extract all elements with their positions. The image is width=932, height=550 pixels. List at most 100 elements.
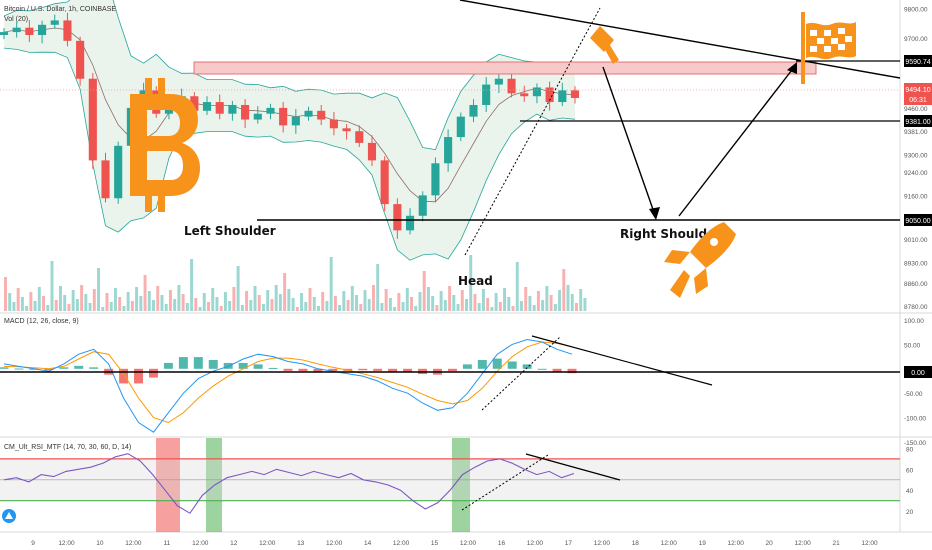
price-tick-label: 9300.00 [904,153,928,160]
volume-bar [393,307,397,311]
volume-title[interactable]: Vol (20) [4,16,28,23]
volume-bar [541,300,545,311]
tradingview-logo-icon[interactable] [2,509,16,523]
rsi-tick-label: 20 [906,509,914,516]
macd-histogram-bar [74,365,84,369]
volume-bar [63,295,67,311]
macd-histogram-bar [522,364,532,369]
volume-bar [363,290,367,311]
volume-bar [418,292,422,311]
time-tick-label: 12:00 [460,540,477,547]
dotted-uptrend-line[interactable] [464,7,601,256]
volume-bar [202,293,206,311]
candle-body [291,116,300,126]
descending-trendline[interactable] [459,0,901,79]
macd-title[interactable]: MACD (12, 26, close, 9) [4,318,79,325]
volume-bar [456,304,460,311]
hammer-icon [590,26,619,64]
macd-histogram-bar [178,357,188,369]
price-axis[interactable]: 9800.009700.009620.009540.009460.009381.… [904,7,928,311]
macd-histogram-bar [14,368,24,370]
volume-bar [143,275,147,311]
symbol-title[interactable]: Bitcoin / U.S. Dollar, 1h, COINBASE [4,6,116,13]
volume-bar [105,293,109,311]
volume-bar [253,286,257,311]
macd-histogram-bar [134,368,144,384]
macd-value-box [904,366,932,378]
volume-bar [126,292,130,311]
volume-bar [481,289,485,311]
candle-body [444,137,453,164]
volume-bar [283,273,287,311]
resistance-zone[interactable] [193,61,817,75]
candle-body [38,24,47,35]
volume-bar [46,305,50,311]
volume-bars [4,255,587,311]
volume-bar [236,266,240,311]
volume-bar [431,296,435,311]
macd-histogram-bar [253,364,263,369]
macd-histogram-bar [44,368,54,371]
macd-divergence-line[interactable] [531,335,713,386]
candle-body [342,128,351,132]
time-tick-label: 12:00 [594,540,611,547]
volume-bar [503,288,507,311]
time-tick-label: 14 [364,540,372,547]
volume-bar [173,299,177,311]
candle-body [355,131,364,143]
volume-bar [295,307,299,311]
macd-histogram-bar [373,368,383,371]
time-tick-label: 18 [632,540,640,547]
projection-arrow-down[interactable] [602,66,657,219]
macd-tick-label: -150.00 [904,440,926,447]
signal-line [3,341,573,424]
volume-bar [42,296,46,311]
volume-bar [71,290,75,311]
volume-bar [380,303,384,311]
trendlines[interactable] [257,0,901,256]
time-axis[interactable]: 9 12:00 10 12:00 11 12:00 12 12:00 13 12:00 14 12:0… [31,540,878,547]
volume-bar [558,290,562,311]
volume-bar [498,302,502,311]
volume-bar [245,291,249,311]
volume-bar [465,299,468,311]
volume-bar [553,304,557,311]
arrow-head [649,207,660,220]
macd-histogram-bar [567,368,577,374]
volume-bar [371,285,375,311]
volume-bar [12,302,16,311]
support-mid-label: 9381.00 [905,119,930,126]
volume-bar [109,302,113,311]
candle-body [88,78,97,161]
resistance-label: 9590.74 [905,59,930,66]
volume-bar [270,299,274,311]
candle-body [507,78,516,94]
volume-bar [58,286,62,311]
volume-bar [25,306,29,311]
volume-bar [338,305,342,311]
price-tick-label: 8780.00 [904,304,928,311]
macd-axis: 100.00 50.00 0.00 -50.00 -100.00 -150.00 [904,318,926,447]
rsi-pane[interactable] [0,438,900,532]
rsi-divergence-line[interactable] [525,453,621,481]
candle-body [304,110,313,117]
volume-bar [147,291,151,311]
volume-bar [37,287,41,311]
rsi-title[interactable]: CM_Ult_RSI_MTF (14, 70, 30, 60, D, 14) [4,444,131,451]
volume-bar [274,285,278,311]
time-tick-label: 12:00 [794,540,811,547]
volume-bar [401,302,405,311]
volume-bar [54,300,58,311]
volume-bar [101,307,105,311]
volume-bar [507,297,511,311]
rsi-dotted-line[interactable] [461,454,549,511]
volume-bar [575,303,578,311]
volume-bar [67,304,71,311]
macd-dotted-line[interactable] [481,336,561,411]
rsi-indicator [0,453,900,514]
macd-histogram-bar [268,367,278,369]
candle-body [380,160,389,205]
candle-body [12,27,21,33]
projection-arrow-up[interactable] [678,65,796,217]
